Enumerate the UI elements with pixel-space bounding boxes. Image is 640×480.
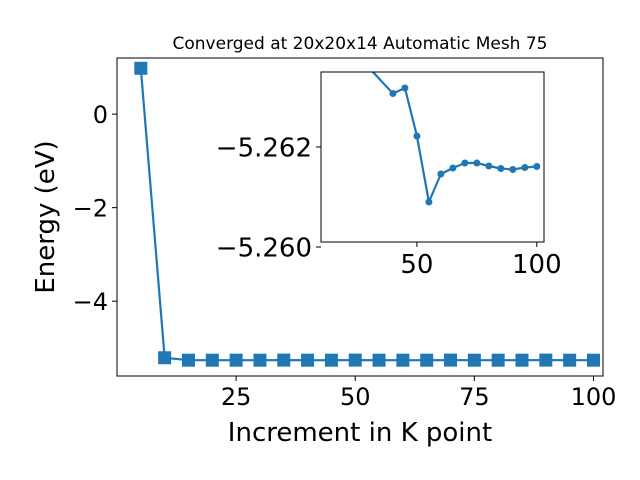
main-data-point <box>372 353 386 367</box>
main-data-point <box>467 353 481 367</box>
inset-y-ticks: −5.262 −5.260 <box>216 133 321 263</box>
inset-data-point <box>473 159 481 167</box>
main-series <box>134 61 600 367</box>
y-axis-label: Energy (eV) <box>31 140 61 293</box>
main-data-point <box>324 353 338 367</box>
main-y-tick-label: −4 <box>73 288 108 316</box>
main-x-tick-label: 25 <box>221 383 252 411</box>
main-x-ticks: 25 50 75 100 <box>221 376 617 411</box>
main-data-point <box>539 353 553 367</box>
main-data-point <box>253 353 267 367</box>
main-data-point <box>205 353 219 367</box>
inset-data-point <box>497 165 505 172</box>
main-data-point <box>348 353 362 367</box>
inset-y-tick-label: −5.260 <box>216 233 312 263</box>
main-data-point <box>277 353 291 367</box>
main-y-ticks: 0 −2 −4 <box>73 101 117 316</box>
main-axes: 25 50 75 100 0 −2 −4 <box>73 57 617 411</box>
main-x-tick-label: 75 <box>459 383 490 411</box>
main-y-tick-label: 0 <box>93 101 108 129</box>
main-data-point <box>563 353 577 367</box>
inset-data-point <box>437 170 445 178</box>
inset-data-point <box>425 198 433 206</box>
inset-data-point <box>533 163 541 170</box>
main-x-tick-label: 50 <box>340 383 371 411</box>
main-plot-frame <box>116 57 604 377</box>
main-data-point <box>134 61 148 75</box>
inset-data-point <box>413 132 421 140</box>
chart-title: Converged at 20x20x14 Automatic Mesh 75 <box>173 34 548 54</box>
main-data-point <box>515 353 529 367</box>
inset-x-tick-label: 100 <box>512 250 562 280</box>
inset-data-point <box>449 164 457 172</box>
inset-y-tick-label: −5.262 <box>216 133 312 163</box>
inset-data-point <box>521 164 529 171</box>
inset-plot-frame <box>320 71 545 243</box>
inset-data-point <box>509 166 517 173</box>
main-data-point <box>181 353 195 367</box>
main-x-tick-label: 100 <box>571 383 617 411</box>
main-data-point <box>396 353 410 367</box>
main-y-tick-label: −2 <box>73 194 108 222</box>
inset-data-point <box>389 90 397 97</box>
main-data-point <box>586 353 600 367</box>
inset-axes: 50 100 −5.262 −5.260 <box>216 71 562 280</box>
main-data-point <box>229 353 243 367</box>
inset-background <box>321 72 544 242</box>
main-data-point <box>158 351 172 365</box>
main-data-point <box>301 353 315 367</box>
inset-x-tick-label: 50 <box>400 250 433 280</box>
main-data-point <box>444 353 458 367</box>
x-axis-label: Increment in K point <box>228 418 492 448</box>
inset-series <box>371 72 541 206</box>
main-data-point <box>420 353 434 367</box>
inset-data-point <box>401 84 409 92</box>
inset-x-ticks: 50 100 <box>400 242 562 280</box>
inset-data-point <box>461 159 469 167</box>
main-data-point <box>491 353 505 367</box>
inset-data-point <box>485 162 493 170</box>
